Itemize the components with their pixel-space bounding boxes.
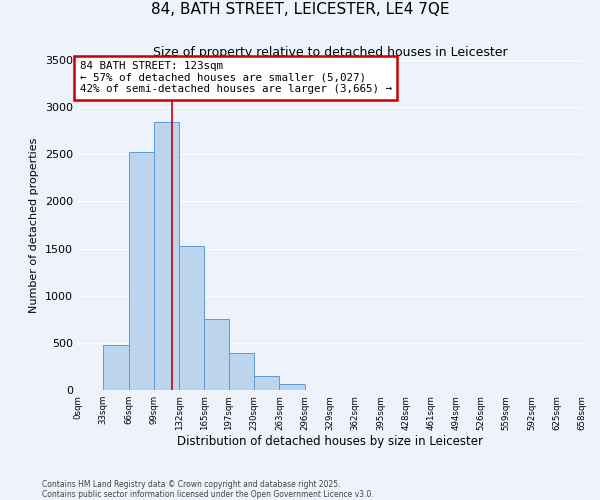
X-axis label: Distribution of detached houses by size in Leicester: Distribution of detached houses by size … [177,436,483,448]
Bar [154,122,179,390]
Text: Contains HM Land Registry data © Crown copyright and database right 2025.
Contai: Contains HM Land Registry data © Crown c… [42,480,374,499]
Text: 84 BATH STREET: 123sqm
← 57% of detached houses are smaller (5,027)
42% of semi-: 84 BATH STREET: 123sqm ← 57% of detached… [80,61,392,94]
Y-axis label: Number of detached properties: Number of detached properties [29,138,40,312]
Text: 84, BATH STREET, LEICESTER, LE4 7QE: 84, BATH STREET, LEICESTER, LE4 7QE [151,2,449,18]
Bar [254,376,280,390]
Bar [280,384,305,390]
Title: Size of property relative to detached houses in Leicester: Size of property relative to detached ho… [152,46,508,59]
Bar [229,353,254,390]
Bar [205,320,229,390]
Bar [179,246,205,390]
Bar [128,152,154,390]
Bar [103,344,128,390]
